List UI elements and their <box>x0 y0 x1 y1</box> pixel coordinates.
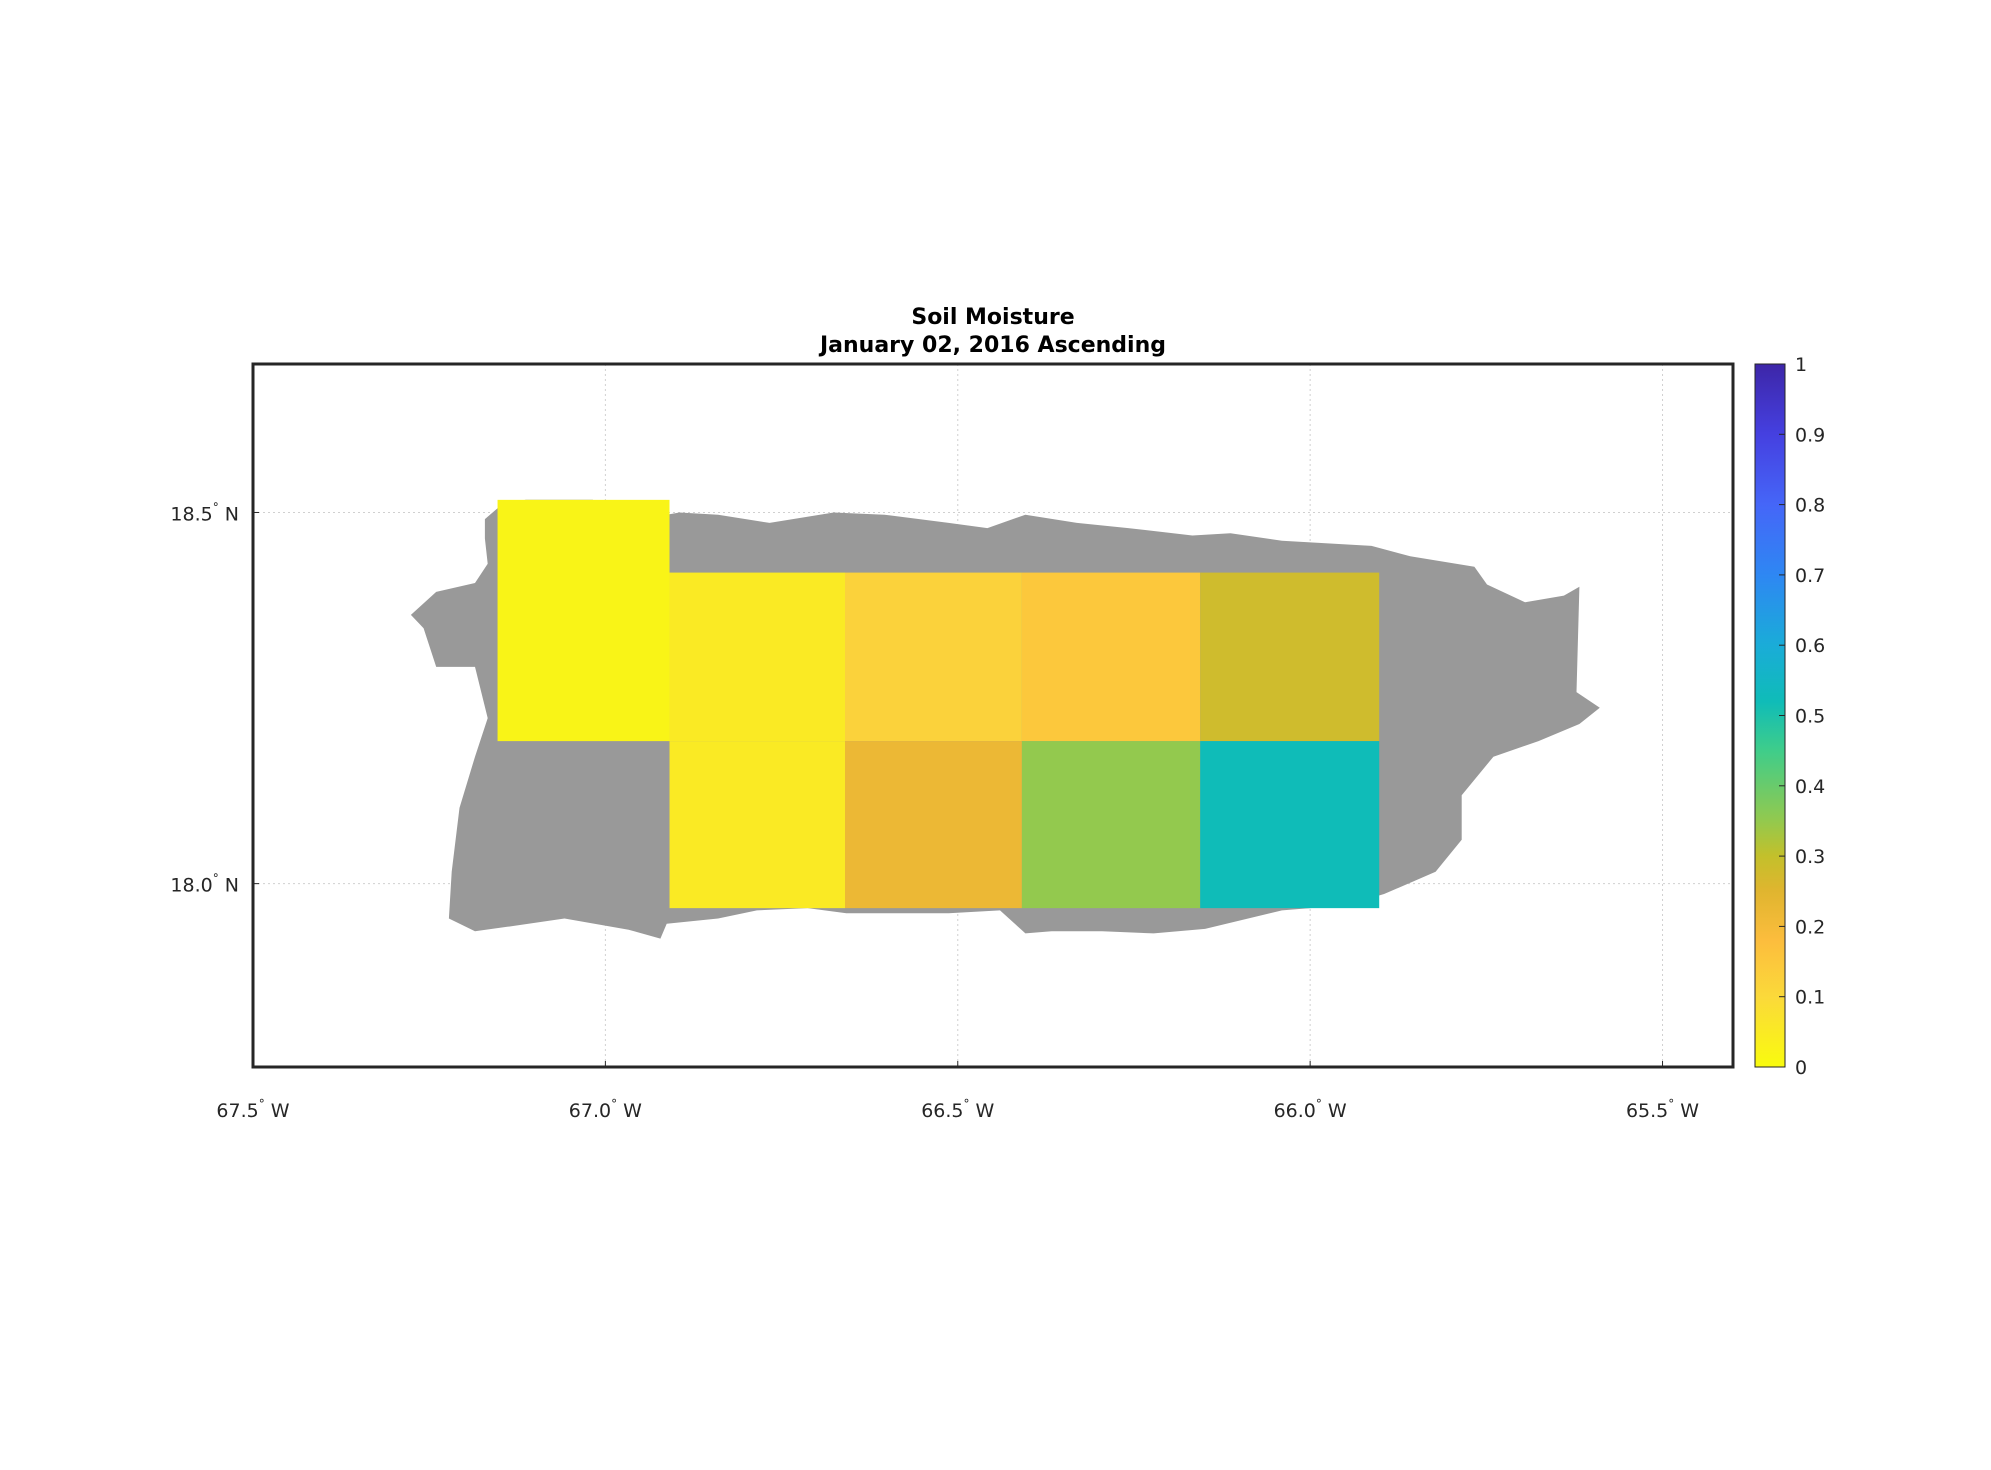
x-tick-label: 66.0° W <box>1274 1097 1347 1122</box>
x-tick-label: 67.0° W <box>569 1097 642 1122</box>
y-axis-ticks: 18.5° N 18.0° N <box>170 500 259 897</box>
soil-moisture-cell <box>1021 572 1201 742</box>
cells <box>497 499 1380 909</box>
colorbar-ticks: 0 0.1 0.2 0.3 0.4 0.5 0.6 0.7 0.8 0.9 1 <box>1779 354 1825 1079</box>
chart-title: Soil Moisture <box>911 305 1074 330</box>
x-axis-ticks: 67.5° W 67.0° W 66.5° W 66.0° W 65.5° W <box>216 1061 1699 1122</box>
colorbar-tick-label: 0.9 <box>1795 424 1825 446</box>
x-tick-label: 67.5° W <box>216 1097 289 1122</box>
soil-moisture-cell <box>669 741 845 909</box>
colorbar-tick-label: 0.5 <box>1795 706 1825 728</box>
colorbar-tick-label: 1 <box>1795 354 1807 376</box>
chart-subtitle: January 02, 2016 Ascending <box>818 333 1166 358</box>
soil-moisture-cell <box>669 572 845 742</box>
colorbar-tick-label: 0.7 <box>1795 565 1825 587</box>
x-tick-label: 65.5° W <box>1626 1097 1699 1122</box>
y-tick-label: 18.0° N <box>170 872 239 897</box>
colorbar-tick-label: 0.8 <box>1795 495 1825 517</box>
colorbar-tick-label: 0.6 <box>1795 635 1825 657</box>
soil-moisture-cell <box>497 499 670 742</box>
colorbar-tick-label: 0.1 <box>1795 987 1825 1009</box>
colorbar-tick-label: 0.4 <box>1795 776 1825 798</box>
soil-moisture-cell <box>1021 741 1201 909</box>
soil-moisture-cell <box>1200 741 1380 909</box>
colorbar-tick-label: 0.3 <box>1795 846 1825 868</box>
y-tick-label: 18.5° N <box>170 500 239 525</box>
soil-moisture-cell <box>845 741 1022 909</box>
axes-frame <box>251 362 1735 1069</box>
x-tick-label: 66.5° W <box>921 1097 994 1122</box>
colorbar-tick-label: 0.2 <box>1795 916 1825 938</box>
soil-moisture-cell <box>1200 572 1380 742</box>
colorbar-tick-label: 0 <box>1795 1057 1807 1079</box>
soil-moisture-cell <box>845 572 1022 742</box>
colorbar <box>1754 363 1786 1068</box>
